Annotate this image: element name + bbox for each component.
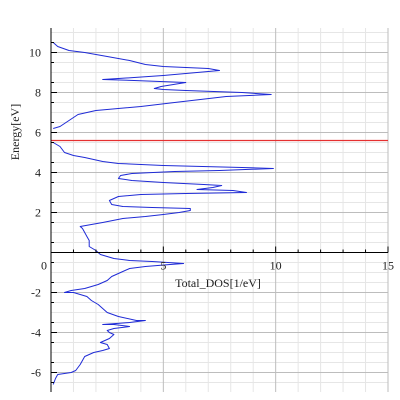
x-tick-label: 15 <box>382 259 394 273</box>
y-tick-label: -4 <box>31 326 41 340</box>
y-tick-label: 10 <box>29 46 41 60</box>
x-tick-label: 0 <box>41 259 47 273</box>
dos-series-line-1 <box>52 142 274 385</box>
y-tick-label: 8 <box>35 86 41 100</box>
tick-labels: 0 5 10 15 -6 -4 -2 2 4 6 8 10 <box>29 46 394 380</box>
y-tick-label: -6 <box>31 366 41 380</box>
series-layer <box>52 42 274 385</box>
y-tick-label: 2 <box>35 206 41 220</box>
grid <box>51 28 389 392</box>
y-tick-label: 6 <box>35 126 41 140</box>
y-axis-title: Energy[eV] <box>8 104 22 160</box>
x-tick-label: 10 <box>270 259 282 273</box>
x-axis-title: Total_DOS[1/eV] <box>175 276 261 290</box>
y-tick-label: 4 <box>35 166 41 180</box>
dos-series-line-2 <box>52 42 272 129</box>
x-tick-label: 5 <box>160 259 166 273</box>
axes <box>50 28 389 392</box>
y-tick-label: -2 <box>31 286 41 300</box>
